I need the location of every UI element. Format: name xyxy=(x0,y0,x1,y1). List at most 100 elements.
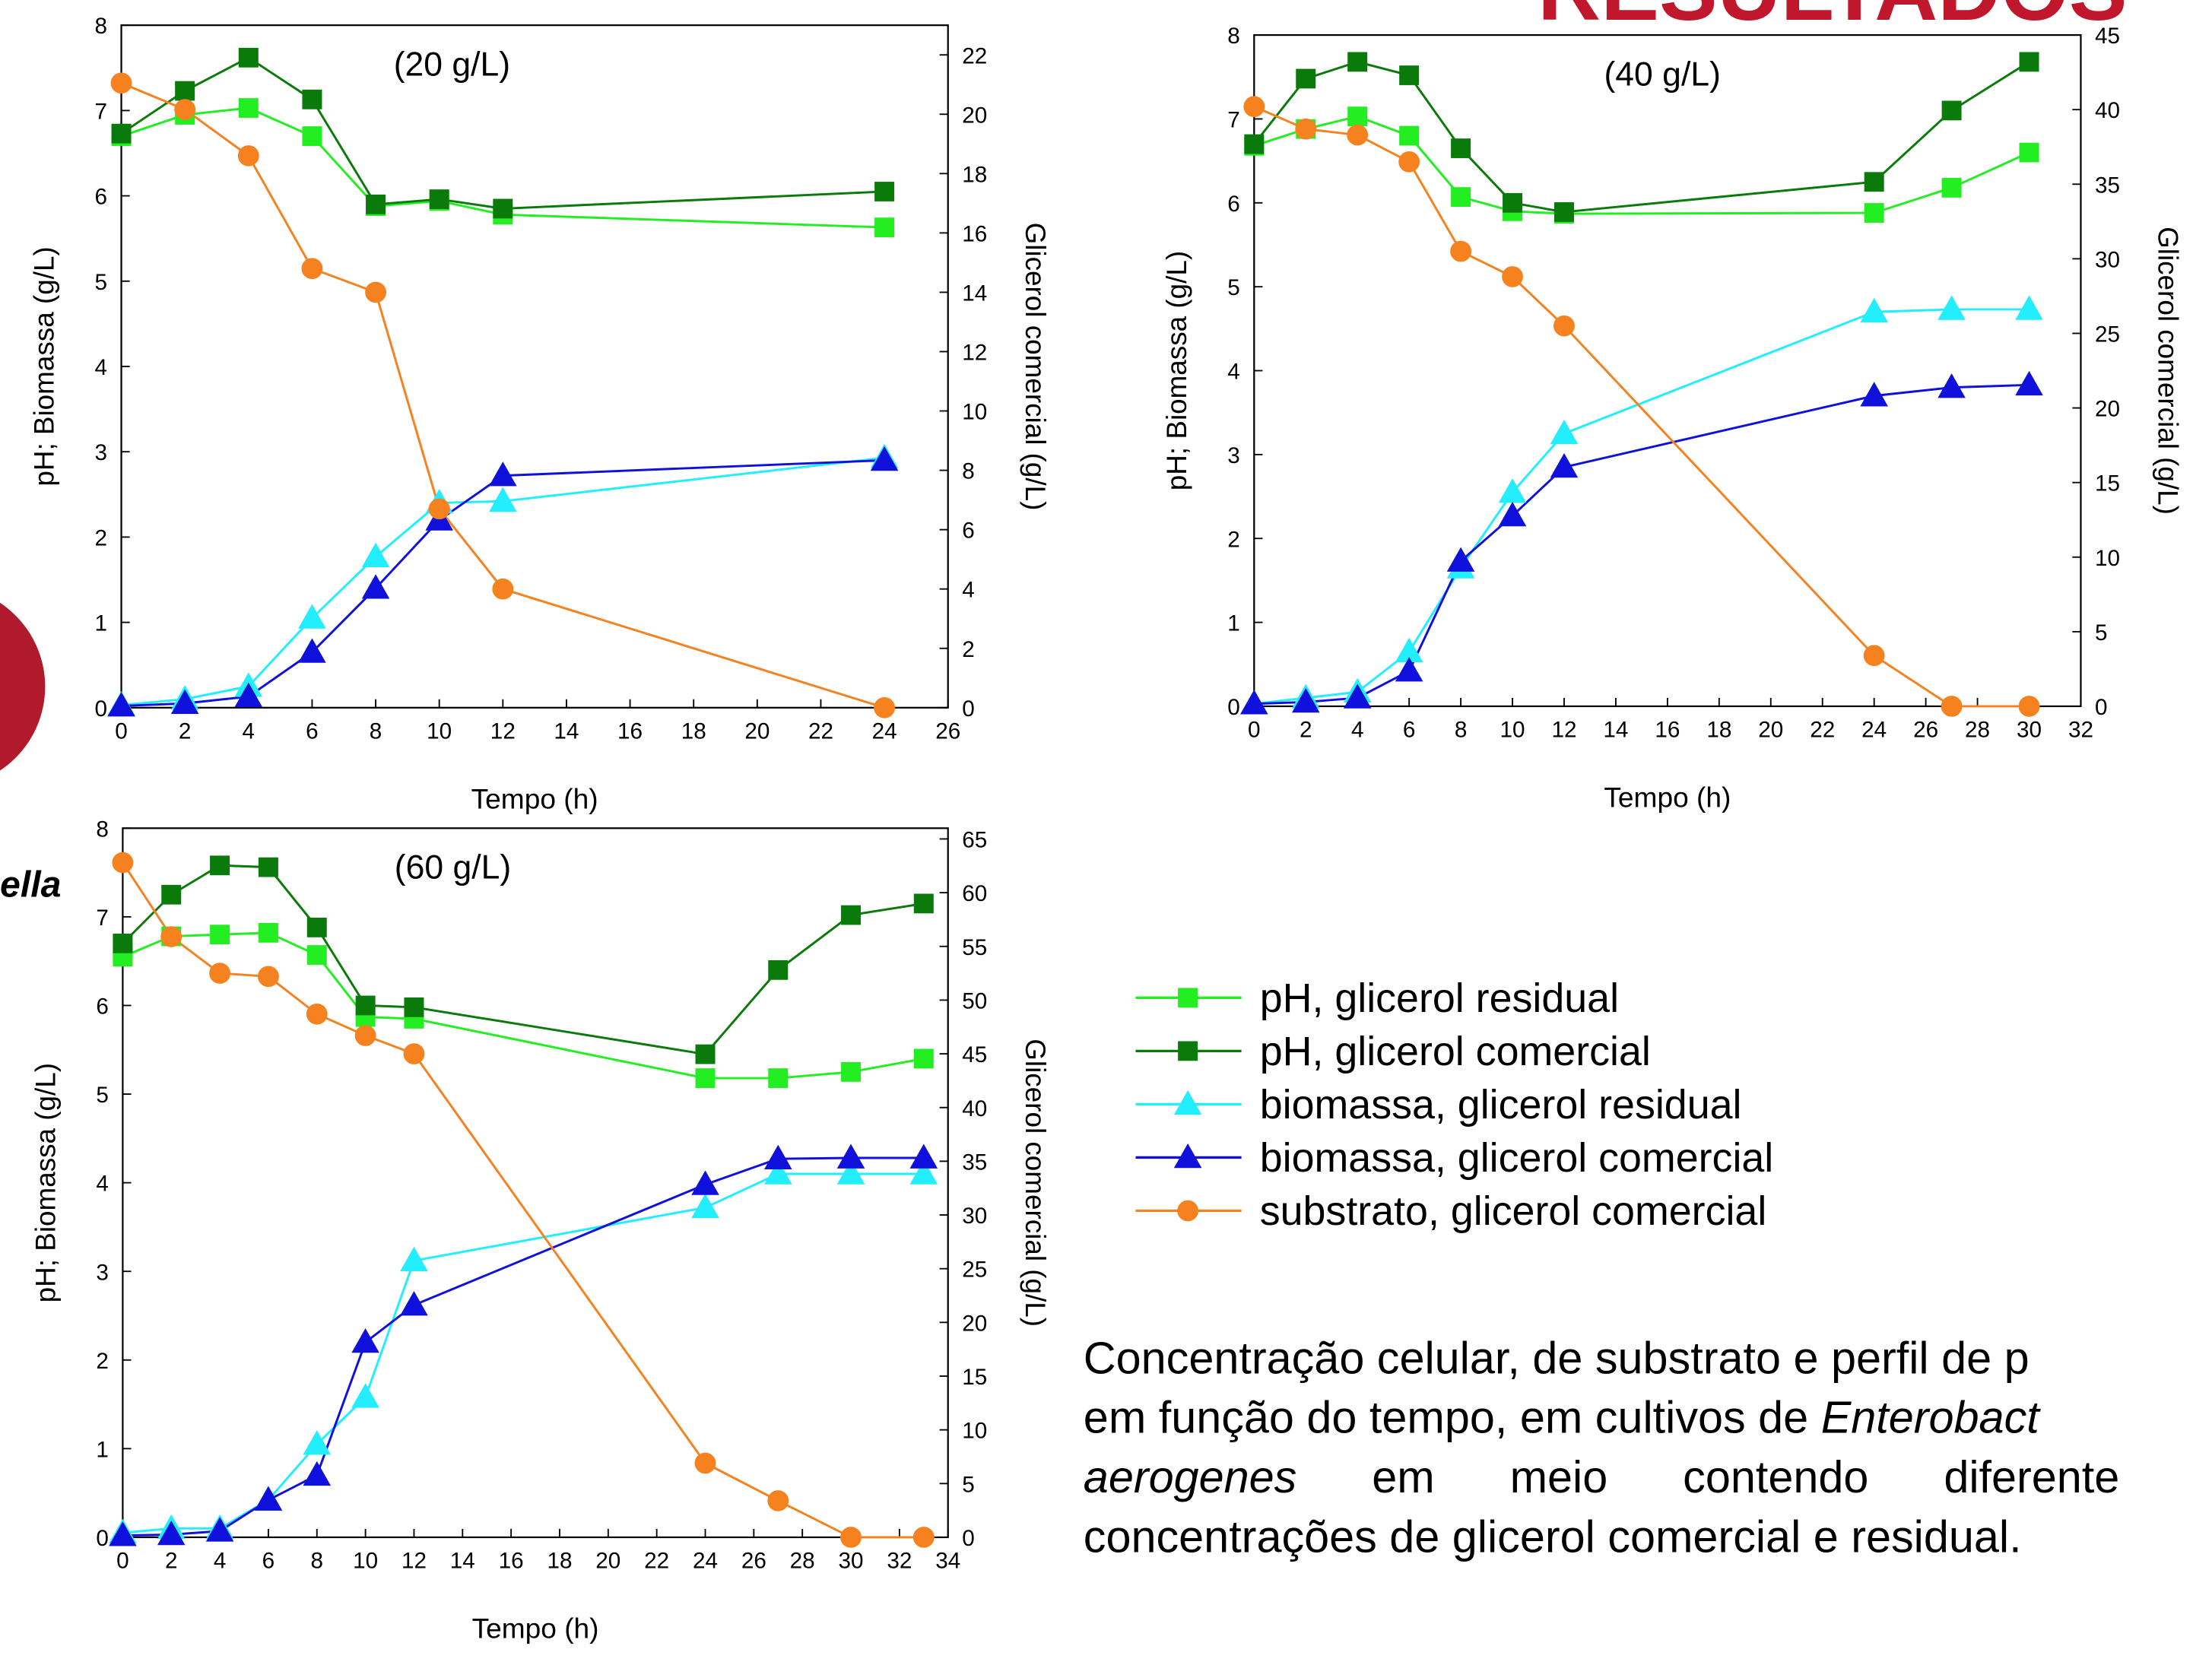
y2-tick-label: 45 xyxy=(2095,24,2120,49)
marker xyxy=(366,194,386,214)
x-tick-label: 16 xyxy=(617,718,643,744)
marker xyxy=(354,1025,376,1046)
x-tick-label: 14 xyxy=(1603,718,1628,743)
marker xyxy=(1296,68,1316,89)
y2-tick-label: 25 xyxy=(2095,322,2120,347)
y2-axis-label: Glicerol comercial (g/L) xyxy=(1020,1039,1051,1327)
marker xyxy=(1502,266,1523,287)
marker xyxy=(361,574,390,599)
marker xyxy=(1347,106,1368,127)
marker xyxy=(763,1144,792,1169)
series-line xyxy=(1253,60,2030,214)
caption-text: Enterobact xyxy=(1821,1392,2042,1443)
marker xyxy=(841,905,862,925)
marker xyxy=(836,1143,865,1169)
marker xyxy=(695,1068,716,1088)
series-line xyxy=(122,1156,924,1537)
x-tick-label: 24 xyxy=(1861,718,1887,743)
marker xyxy=(429,189,449,209)
marker xyxy=(913,1048,934,1069)
marker xyxy=(351,1328,379,1353)
y-tick-label: 2 xyxy=(1227,527,1240,552)
marker xyxy=(306,917,327,937)
series-line xyxy=(122,861,924,1539)
y2-tick-label: 10 xyxy=(962,400,987,425)
y2-tick-label: 40 xyxy=(962,1096,987,1121)
y-tick-label: 0 xyxy=(96,1526,109,1551)
marker xyxy=(302,89,322,109)
marker xyxy=(1550,452,1579,478)
y-axis-label: pH; Biomassa (g/L) xyxy=(1161,251,1192,490)
legend-label: biomassa, glicerol comercial xyxy=(1260,1135,1774,1181)
series-line xyxy=(122,931,925,1080)
marker xyxy=(160,926,182,947)
marker xyxy=(306,945,327,965)
series-line xyxy=(121,106,885,229)
marker xyxy=(1864,203,1884,223)
marker xyxy=(1937,373,1966,398)
legend-label: pH, glicerol comercial xyxy=(1260,1029,1651,1074)
legend-label: substrato, glicerol comercial xyxy=(1260,1188,1767,1234)
y2-tick-label: 20 xyxy=(962,1311,987,1336)
marker xyxy=(1395,657,1423,682)
y2-tick-label: 6 xyxy=(962,519,975,544)
caption-line: aerogenes em meio contendo diferente xyxy=(1084,1451,2119,1502)
y-tick-label: 5 xyxy=(1227,275,1240,300)
x-tick-label: 20 xyxy=(1758,718,1783,743)
y-tick-label: 5 xyxy=(94,270,107,295)
y-tick-label: 2 xyxy=(94,526,107,551)
x-tick-label: 18 xyxy=(547,1549,572,1574)
marker xyxy=(836,1159,865,1185)
marker xyxy=(493,198,513,219)
marker xyxy=(1240,690,1268,715)
marker xyxy=(1343,684,1372,709)
x-tick-label: 12 xyxy=(401,1549,427,1574)
marker xyxy=(1398,151,1420,173)
y-tick-label: 0 xyxy=(1227,695,1240,720)
y2-tick-label: 35 xyxy=(962,1150,987,1175)
marker xyxy=(841,1062,862,1082)
series-line xyxy=(121,456,885,706)
marker xyxy=(1860,382,1888,407)
x-tick-label: 16 xyxy=(499,1549,524,1574)
y2-tick-label: 45 xyxy=(962,1042,987,1067)
y2-tick-label: 8 xyxy=(962,459,975,484)
marker xyxy=(1399,65,1420,85)
marker xyxy=(912,1527,935,1548)
marker xyxy=(2018,696,2040,717)
marker xyxy=(1860,297,1888,323)
marker xyxy=(107,692,135,717)
caption-line: Concentração celular, de substrato e per… xyxy=(1084,1332,2030,1383)
marker xyxy=(1553,202,1574,222)
x-tick-label: 0 xyxy=(115,718,128,744)
y-tick-label: 4 xyxy=(94,355,107,380)
x-tick-label: 24 xyxy=(872,718,897,744)
marker xyxy=(161,884,182,905)
title-fragment: ella xyxy=(0,864,61,906)
marker xyxy=(874,182,895,201)
marker xyxy=(298,604,326,629)
x-tick-label: 30 xyxy=(839,1549,864,1574)
y2-tick-label: 10 xyxy=(2095,546,2120,571)
x-tick-label: 22 xyxy=(644,1549,669,1574)
marker xyxy=(210,925,230,945)
x-tick-label: 12 xyxy=(490,718,516,744)
series-line xyxy=(122,1172,924,1534)
caption-text: em meio contendo diferente xyxy=(1296,1451,2119,1502)
x-tick-label: 2 xyxy=(1300,718,1312,743)
caption-text: em função do tempo, em cultivos de xyxy=(1084,1392,1821,1443)
caption-line: concentrações de glicerol comercial e re… xyxy=(1084,1511,2022,1562)
marker xyxy=(1450,240,1472,262)
y2-tick-label: 4 xyxy=(962,578,975,603)
x-tick-label: 2 xyxy=(179,718,192,744)
marker xyxy=(238,47,259,68)
legend-label: biomassa, glicerol residual xyxy=(1260,1082,1742,1128)
y2-tick-label: 12 xyxy=(962,341,987,366)
marker xyxy=(157,1520,186,1546)
x-tick-label: 4 xyxy=(214,1549,227,1574)
y-tick-label: 1 xyxy=(96,1438,109,1463)
y-tick-label: 3 xyxy=(94,440,107,465)
y-tick-label: 8 xyxy=(1227,24,1240,49)
y2-tick-label: 30 xyxy=(962,1204,987,1229)
y2-tick-label: 0 xyxy=(962,1526,975,1551)
